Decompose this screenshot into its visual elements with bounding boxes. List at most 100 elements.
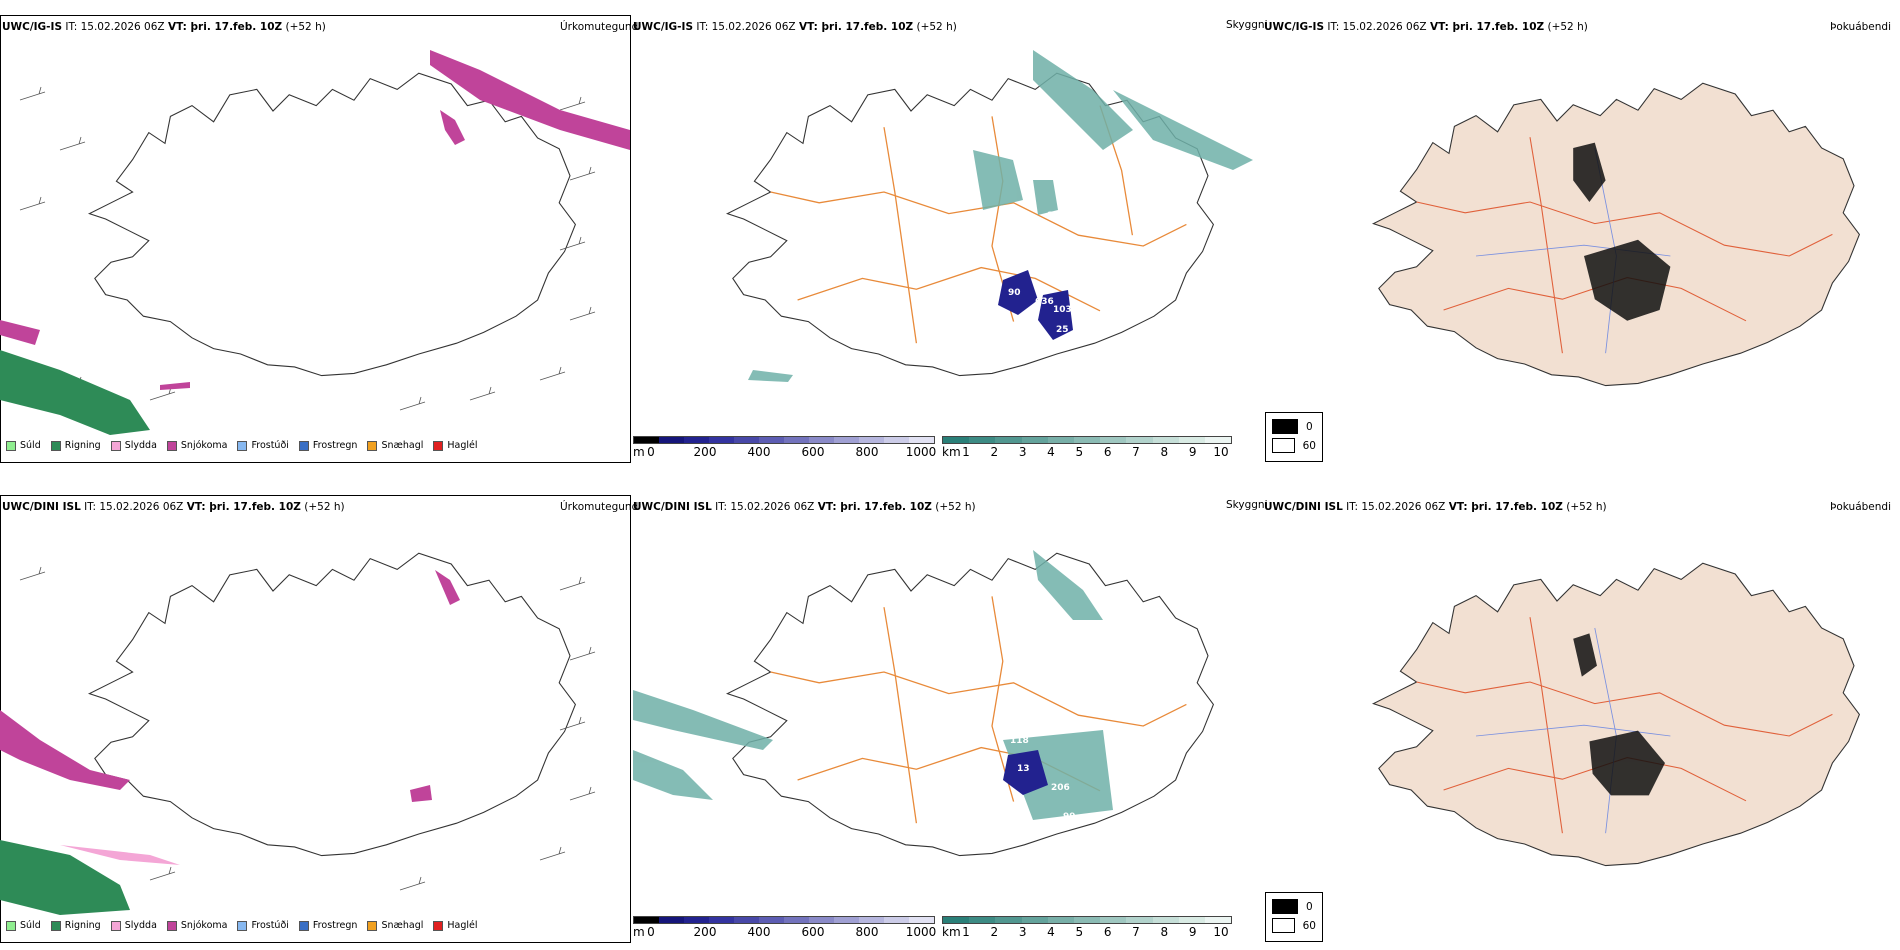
colorbar-tick: 2 [990,925,999,939]
colorbar-tick: 1000 [905,925,937,939]
ceiling-label: 7 [1140,632,1147,642]
colorbar-step [1204,917,1232,923]
colorbar-step [1047,917,1074,923]
valid-time: VT: þri. 17.feb. 10Z [167,21,283,33]
precip-type-map [0,552,596,915]
colorbar-tick: 1 [962,925,970,939]
fog-title: Þokuábendi [1830,21,1891,33]
colorbar-step [734,917,759,923]
colorbar-tick: 0 [647,925,655,939]
legend-swatch [237,440,248,451]
colorbar-step [1021,917,1048,923]
precip-legend-item: Rigning [50,440,101,451]
colorbar-step [834,437,859,443]
colorbar-step [1100,437,1127,443]
precip-legend-item: Súld [6,920,41,931]
visibility-map [633,550,1214,857]
legend-label: Slydda [124,440,157,451]
ceiling-label: 25 [1056,325,1069,335]
colorbar-step [634,437,659,443]
colorbar-step [995,917,1022,923]
visibility-header: UWC/IG-IS IT: 15.02.2026 06Z VT: þri. 17… [633,21,957,33]
legend-swatch [110,920,121,931]
precip-legend-item: Frostúði [237,920,289,931]
colorbar-step [943,437,970,443]
colorbar-step [734,437,759,443]
legend-label: Slydda [124,920,157,931]
legend-label: Snjókoma [180,920,228,931]
colorbar-step [834,917,859,923]
colorbar-tick: 600 [801,925,825,939]
ceiling-label: 729 [1097,637,1116,647]
ceiling-label: 206 [1051,783,1070,793]
colorbar-tick: 4 [1047,445,1055,459]
colorbar-tick: 600 [801,445,825,459]
colorbar-step [859,437,884,443]
colorbar-step [884,437,909,443]
legend-swatch [237,920,248,931]
precip-legend-item: Rigning [50,920,101,931]
colorbar-step [1021,437,1048,443]
colorbar-step [659,437,684,443]
colorbar-step [1152,437,1179,443]
legend-swatch [433,920,444,931]
precip-legend: Súld Rigning Slydda Snjókoma Frostúði Frostre… [6,920,488,931]
colorbar-step [784,917,809,923]
precip-legend-item: Frostregn [298,440,358,451]
legend-label: Snæhagl [381,440,424,451]
legend-label: Snjókoma [180,440,228,451]
colorbar-step [969,437,996,443]
colorbar-tick: 5 [1075,445,1084,459]
colorbar-tick: 2 [990,445,999,459]
precip-type-frame [0,15,631,463]
colorbar-step [884,917,909,923]
precip-legend-item: Snjókoma [166,920,228,931]
colorbar-tick: 8 [1160,445,1169,459]
colorbar-tick: 8 [1160,925,1169,939]
colorbar-tick: 800 [855,445,879,459]
colorbar-step [1204,437,1232,443]
model-name: UWC/IG-IS [2,21,63,33]
ceiling-label: 31 [1113,264,1126,274]
colorbar-step [909,917,934,923]
legend-label: Frostregn [312,440,358,451]
legend-label: Haglél [447,440,478,451]
ceiling-label: 103 [1053,305,1072,315]
precip-legend-item: Snæhagl [367,440,423,451]
precip-legend-item: Frostregn [298,920,357,931]
precip-legend-item: Snæhagl [367,920,423,931]
legend-swatch [50,920,61,931]
legend-swatch [166,920,177,931]
fog-header: UWC/IG-IS IT: 15.02.2026 06Z VT: þri. 17… [1264,21,1588,33]
colorbar-step [859,917,884,923]
ceiling-colorbar: m 0 200 400 600 800 1000 [633,916,937,939]
colorbar-step [1073,917,1101,923]
colorbar-step [684,917,709,923]
colorbar-step [759,917,784,923]
legend-swatch [367,440,378,451]
ceiling-label: 90 [1008,288,1021,298]
fog-legend: 0 60 [1265,892,1323,942]
precip-legend-item: Haglél [433,440,478,451]
colorbar-step [1073,437,1101,443]
legend-swatch [166,440,177,451]
legend-label: Rigning [64,440,101,451]
legend-label: Súld [20,920,41,931]
ceiling-label: 636 [1035,297,1054,307]
colorbar-step [809,437,834,443]
visibility-map [726,50,1253,382]
legend-label: Snæhagl [381,920,424,931]
colorbar-step [684,437,709,443]
precip-legend-item: Slydda [110,440,157,451]
ceiling-label: 118 [1010,736,1029,746]
legend-label: Frostúði [251,920,289,931]
colorbar-step [909,437,934,443]
precip-legend-item: Snjókoma [166,440,228,451]
colorbar-tick: 1000 [905,445,937,459]
fog-legend: 0 60 [1265,412,1323,462]
precip-legend: Súld Rigning Slydda Snjókoma Frostúði Frostre… [6,440,488,451]
fog-map [1372,562,1860,867]
row-1: UWC/IG-IS IT: 15.02.2026 06Z VT: þri. 17… [0,0,1900,470]
legend-label: Frostúði [251,440,289,451]
ceiling-label: 84 [1047,211,1060,221]
